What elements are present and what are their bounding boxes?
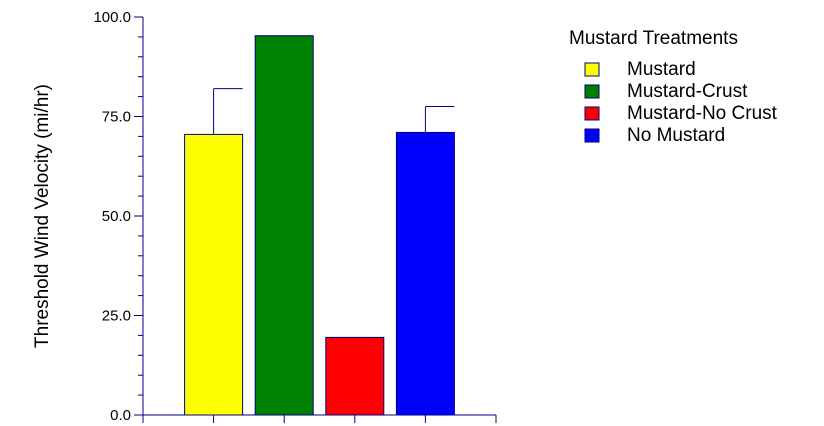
y-tick-label: 0.0 — [110, 407, 131, 424]
legend-label: Mustard-Crust — [627, 81, 748, 102]
legend-label: Mustard-No Crust — [627, 103, 778, 124]
y-tick-label: 100.0 — [93, 9, 131, 26]
legend-title: Mustard Treatments — [569, 28, 738, 49]
legend-swatch — [584, 106, 600, 121]
y-tick-label: 75.0 — [102, 109, 131, 126]
legend-swatch — [584, 62, 600, 77]
bars — [184, 35, 455, 416]
legend-label: Mustard — [627, 59, 696, 80]
bar-mustard-no-crust — [325, 336, 385, 416]
bar-no-mustard — [395, 131, 455, 416]
bar-mustard-crust — [254, 35, 314, 416]
bar-mustard — [184, 133, 244, 416]
legend-swatch — [584, 128, 600, 143]
y-tick-label: 50.0 — [102, 208, 131, 225]
legend-label: No Mustard — [627, 125, 725, 146]
error-bars — [213, 88, 455, 135]
y-axis-label: Threshold Wind Velocity (mi/hr) — [32, 84, 53, 348]
y-tick-label: 25.0 — [102, 308, 131, 325]
legend: Mustard Treatments MustardMustard-CrustM… — [569, 28, 778, 146]
legend-swatch — [584, 84, 600, 99]
